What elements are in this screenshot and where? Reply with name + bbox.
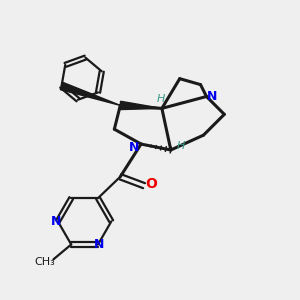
Text: H: H (156, 94, 165, 104)
Polygon shape (60, 82, 120, 105)
Text: N: N (207, 90, 218, 103)
Text: N: N (128, 140, 139, 154)
Text: H: H (177, 140, 185, 151)
Text: N: N (51, 215, 62, 228)
Text: N: N (94, 238, 105, 251)
Text: CH₃: CH₃ (34, 257, 55, 267)
Polygon shape (120, 101, 162, 110)
Text: O: O (146, 177, 158, 191)
